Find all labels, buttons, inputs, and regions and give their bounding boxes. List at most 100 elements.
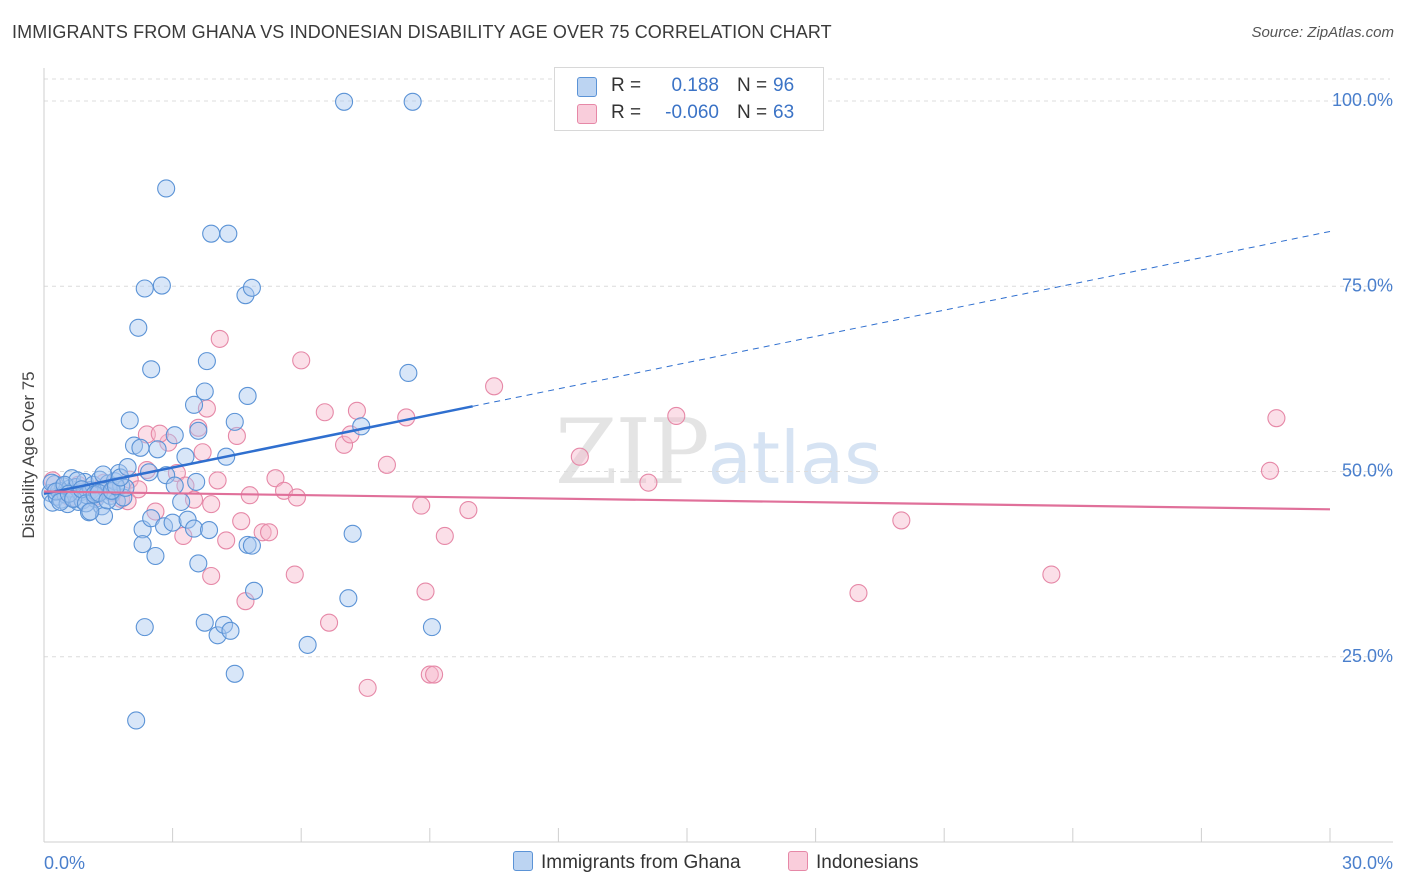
chart-title: IMMIGRANTS FROM GHANA VS INDONESIAN DISA… — [12, 22, 832, 42]
x-tick-label: 0.0% — [44, 853, 85, 873]
ghana-point — [94, 465, 113, 484]
trend-lines — [43, 230, 1331, 511]
ghana-point — [127, 711, 146, 730]
legend-r-label: R = — [611, 102, 642, 123]
legend-r-value: -0.060 — [665, 102, 719, 123]
indonesians-point — [266, 469, 285, 488]
y-tick-label: 50.0% — [1342, 461, 1393, 481]
indonesians-point — [232, 512, 251, 531]
indonesians-point — [208, 471, 227, 490]
ghana-point — [242, 536, 261, 555]
bottom-legend-label-indonesians: Indonesians — [816, 852, 919, 873]
chart-source: Source: ZipAtlas.com — [1251, 24, 1394, 41]
x-tick-label: 30.0% — [1342, 853, 1393, 873]
ghana-point — [399, 363, 418, 383]
indonesians-point — [202, 495, 221, 514]
ghana-point — [129, 318, 148, 337]
ghana-point — [195, 382, 214, 401]
y-tick-label: 100.0% — [1332, 90, 1393, 110]
indonesians-point — [667, 406, 686, 426]
y-tick-label: 75.0% — [1342, 275, 1393, 295]
indonesians-point — [285, 565, 304, 584]
indonesians-points — [43, 329, 1286, 697]
ghana-point — [238, 386, 257, 405]
bottom-legend-swatch-ghana — [513, 851, 533, 871]
indonesians-point — [193, 443, 212, 462]
legend-n-value: 96 — [773, 75, 795, 96]
indonesians-point — [358, 678, 377, 697]
ghana-point — [221, 621, 240, 640]
indonesians-point — [425, 665, 444, 684]
indonesians-point — [1260, 461, 1280, 480]
ghana-point — [197, 352, 216, 371]
indonesians-point — [287, 488, 306, 507]
ghana-point — [343, 524, 362, 543]
indonesians-point — [150, 424, 169, 443]
grid-lines — [44, 78, 1390, 658]
ghana-point — [152, 276, 171, 295]
ghana-point — [242, 278, 261, 297]
indonesians-point — [1042, 565, 1061, 584]
ghana-point — [335, 92, 354, 111]
indonesians-point — [202, 566, 221, 586]
ghana-point — [81, 502, 100, 521]
indonesians-point — [347, 401, 366, 420]
indonesians-point — [320, 613, 339, 632]
bottom-legend-indonesians: Indonesians — [788, 851, 918, 874]
indonesians-point — [639, 473, 658, 492]
ghana-point — [244, 581, 264, 600]
correlation-legend: R = 0.188 N = 96 R = -0.060 N = 63 — [554, 67, 824, 131]
indonesians-point — [420, 665, 439, 684]
ghana-point — [187, 472, 206, 491]
ghana-point — [135, 618, 154, 637]
y-tick-label: 25.0% — [1342, 646, 1393, 666]
ghana-point — [199, 521, 219, 540]
ghana-point — [352, 417, 371, 436]
ghana-point — [236, 286, 255, 305]
ghana-point — [68, 471, 87, 490]
indonesians-point — [570, 447, 589, 466]
indonesians-point — [892, 511, 911, 530]
ghana-point — [422, 618, 441, 637]
indonesians-point — [485, 377, 504, 396]
ghana-point — [403, 92, 422, 111]
legend-r-label: R = — [611, 75, 642, 96]
ghana-point — [118, 458, 137, 477]
legend-n-value: 63 — [773, 102, 795, 123]
ghana-point — [298, 635, 317, 654]
indonesians-point — [335, 435, 354, 454]
indonesians-point — [210, 329, 229, 348]
ghana-point — [142, 509, 161, 528]
ghana-point — [154, 517, 174, 536]
bottom-legend-ghana: Immigrants from Ghana — [513, 851, 741, 874]
indonesians-point — [459, 501, 478, 520]
bottom-legend-label-ghana: Immigrants from Ghana — [541, 852, 741, 873]
watermark-zip: ZIP — [555, 400, 710, 505]
indonesians-point — [849, 583, 868, 603]
ghana-point — [146, 546, 165, 566]
ghana-point — [157, 179, 176, 198]
ghana-point — [189, 421, 208, 440]
legend-n-label: N = — [737, 75, 768, 96]
indonesians-point — [416, 582, 435, 601]
watermark-atlas: atlas — [707, 416, 882, 500]
ghana-point — [189, 554, 208, 573]
axes — [43, 68, 1393, 843]
ghana-point — [202, 224, 221, 243]
indonesians-point — [259, 523, 279, 542]
ghana-point — [94, 506, 114, 526]
indonesians-point — [435, 526, 454, 546]
ghana-point — [148, 440, 167, 459]
bottom-legend-swatch-indonesians — [788, 851, 808, 871]
indonesians-point — [217, 531, 236, 550]
ghana-point — [142, 360, 161, 379]
ghana-point — [219, 224, 238, 243]
ghana-points — [41, 92, 441, 730]
ghana-point — [120, 411, 139, 430]
indonesians-point — [253, 523, 272, 542]
ghana-point — [133, 535, 152, 554]
ghana-point — [195, 613, 214, 632]
ghana-point — [172, 492, 191, 511]
ghana-point — [131, 438, 150, 457]
